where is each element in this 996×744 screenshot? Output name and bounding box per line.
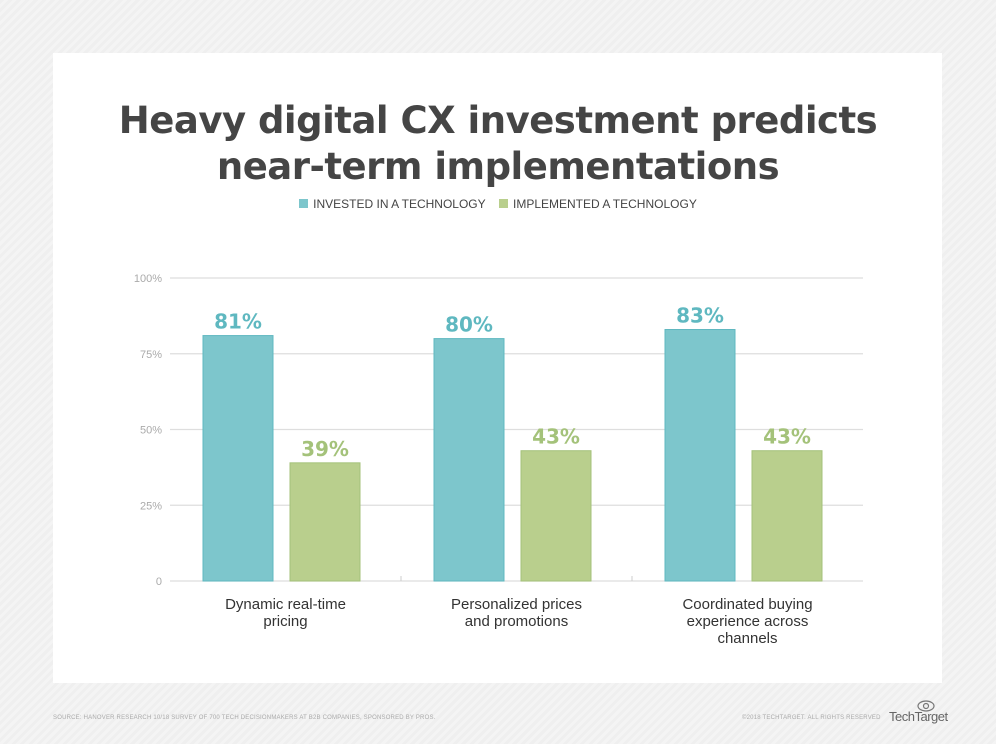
x-category-label: Personalized prices: [451, 596, 582, 613]
x-category-label: pricing: [263, 613, 307, 630]
bar-invested: [202, 335, 274, 582]
y-tick-label: 100%: [134, 273, 162, 285]
copyright: ©2018 TECHTARGET. ALL RIGHTS RESERVED: [742, 715, 881, 721]
x-category-label: experience across: [687, 613, 809, 630]
y-tick-label: 0: [156, 576, 162, 588]
eye-icon: [917, 700, 935, 712]
data-label: 80%: [445, 313, 493, 337]
legend-item-implemented: IMPLEMENTED A TECHNOLOGY: [499, 197, 697, 211]
legend-label: INVESTED IN A TECHNOLOGY: [313, 197, 486, 211]
y-tick-label: 50%: [140, 425, 162, 437]
x-category-label: and promotions: [465, 613, 568, 630]
x-category-label: channels: [717, 630, 777, 647]
legend-item-invested: INVESTED IN A TECHNOLOGY: [299, 197, 486, 211]
source-note: SOURCE: HANOVER RESEARCH 10/18 SURVEY OF…: [53, 715, 436, 721]
data-label: 43%: [532, 425, 580, 449]
bar-invested: [664, 329, 736, 582]
title-line-1: Heavy digital CX investment predicts: [118, 99, 878, 142]
data-label: 81%: [214, 310, 262, 334]
bar-implemented: [751, 450, 823, 582]
legend-swatch: [299, 199, 309, 208]
bar-invested: [433, 338, 505, 582]
legend: INVESTED IN A TECHNOLOGY IMPLEMENTED A T…: [0, 197, 996, 211]
legend-swatch: [499, 199, 508, 208]
techtarget-logo: TechTarget: [889, 700, 948, 724]
y-tick-label: 75%: [140, 349, 162, 361]
bar-implemented: [289, 462, 361, 582]
bar-implemented: [520, 450, 592, 582]
x-category-label: Dynamic real-time: [225, 596, 346, 613]
x-category-label: Coordinated buying: [682, 596, 812, 613]
chart-title: Heavy digital CX investment predicts nea…: [0, 98, 996, 190]
legend-label: IMPLEMENTED A TECHNOLOGY: [513, 197, 697, 211]
logo-text: TechTarget: [889, 709, 948, 724]
data-label: 43%: [763, 425, 811, 449]
title-line-2: near-term implementations: [216, 145, 780, 188]
data-label: 83%: [676, 304, 724, 328]
y-tick-label: 25%: [140, 500, 162, 512]
data-label: 39%: [301, 437, 349, 461]
